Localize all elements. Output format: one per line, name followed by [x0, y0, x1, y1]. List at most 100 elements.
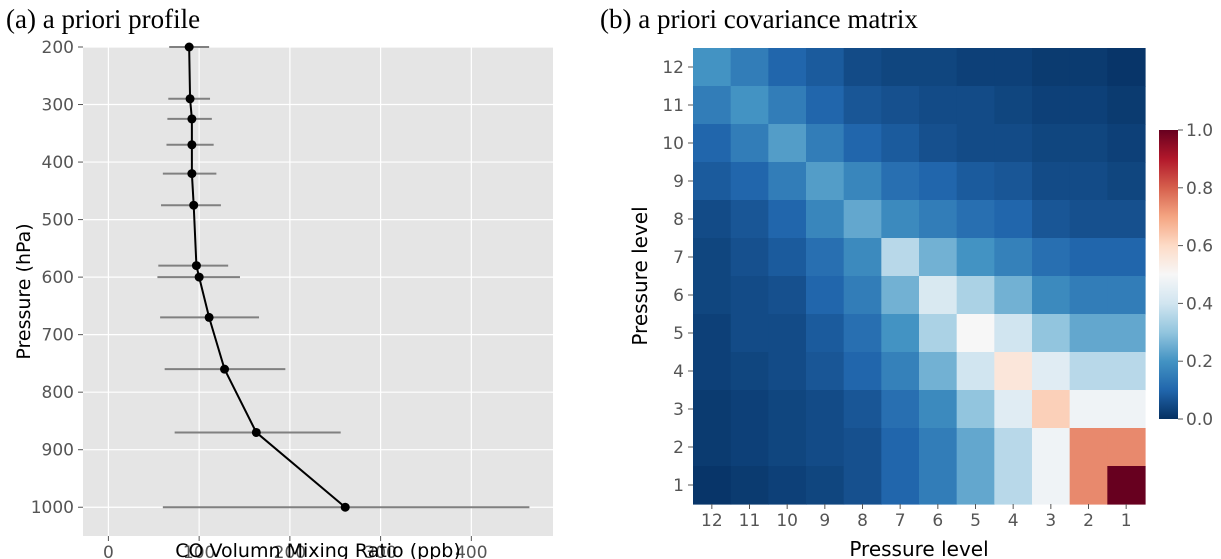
heatmap-cell [919, 276, 958, 315]
x-tick-label: 12 [701, 511, 723, 531]
x-tick-label: 0 [103, 543, 114, 559]
heatmap-cell [919, 124, 958, 163]
heatmap-cell [994, 124, 1033, 163]
heatmap-cell [843, 428, 882, 467]
heatmap-cell [730, 390, 769, 429]
heatmap-cell [693, 276, 732, 315]
x-axis-label: Pressure level [849, 537, 988, 559]
heatmap-cell [881, 238, 920, 277]
heatmap-cell [843, 162, 882, 201]
x-axis-label: CO Volumn Mixing Ratio (ppb) [175, 540, 460, 559]
heatmap-cell [994, 466, 1033, 505]
heatmap-cell [1069, 466, 1108, 505]
heatmap-cell [881, 314, 920, 353]
heatmap-cell [994, 428, 1033, 467]
heatmap-cell [693, 352, 732, 391]
heatmap-cell [1069, 238, 1108, 277]
heatmap-cell [994, 86, 1033, 125]
heatmap-cell [881, 352, 920, 391]
heatmap-cell [693, 238, 732, 277]
colorbar-tick-label: 0.8 [1186, 179, 1213, 199]
panel-a-title: (a) a priori profile [6, 4, 201, 34]
heatmap-cell [843, 200, 882, 239]
heatmap-cell [1069, 352, 1108, 391]
profile-point [187, 140, 197, 150]
heatmap-cell [1032, 200, 1071, 239]
plot-background [83, 47, 553, 536]
heatmap-cell [919, 48, 958, 87]
profile-point [251, 427, 261, 437]
y-tick-label: 3 [673, 400, 684, 420]
heatmap-cell [730, 352, 769, 391]
heatmap-cell [806, 314, 845, 353]
x-tick-label: 10 [776, 511, 798, 531]
y-tick-label: 600 [42, 268, 74, 288]
profile-point [187, 169, 197, 179]
colorbar-tick-label: 0.0 [1186, 410, 1213, 430]
heatmap-cell [956, 428, 995, 467]
heatmap-cell [881, 48, 920, 87]
heatmap-cell [1069, 428, 1108, 467]
heatmap-cell [730, 314, 769, 353]
x-tick-label: 100 [183, 543, 215, 559]
heatmap-cell [693, 48, 732, 87]
y-tick-label: 800 [42, 383, 74, 403]
heatmap-cell [1107, 428, 1146, 467]
heatmap-cell [1107, 162, 1146, 201]
y-tick-label: 1 [673, 476, 684, 496]
y-tick-label: 12 [662, 58, 684, 78]
profile-point [189, 200, 199, 210]
heatmap-cell [1069, 390, 1108, 429]
heatmap-cell [806, 390, 845, 429]
x-tick-label: 400 [455, 543, 487, 559]
heatmap-cell [693, 200, 732, 239]
colorbar-tick-label: 1.0 [1186, 121, 1213, 141]
x-tick-label: 7 [895, 511, 906, 531]
y-tick-label: 11 [662, 96, 684, 116]
heatmap-cell [1032, 352, 1071, 391]
heatmap-cell [1107, 86, 1146, 125]
heatmap-cell [806, 86, 845, 125]
heatmap-cell [881, 428, 920, 467]
heatmap-cell [881, 466, 920, 505]
heatmap-cell [919, 314, 958, 353]
heatmap-cell [806, 352, 845, 391]
y-tick-label: 2 [673, 438, 684, 458]
profile-point [194, 272, 204, 282]
heatmap-cell [881, 124, 920, 163]
heatmap-cell [919, 86, 958, 125]
heatmap-cell [1069, 276, 1108, 315]
heatmap-cell [843, 352, 882, 391]
heatmap-cell [806, 428, 845, 467]
heatmap-cell [956, 162, 995, 201]
heatmap-cell [919, 162, 958, 201]
heatmap-cell [843, 466, 882, 505]
heatmap-cell [881, 276, 920, 315]
x-tick-label: 9 [819, 511, 830, 531]
heatmap-cell [956, 390, 995, 429]
heatmap-cell [693, 428, 732, 467]
heatmap-cell [956, 276, 995, 315]
heatmap-cell [806, 466, 845, 505]
heatmap-cell [693, 390, 732, 429]
heatmap-cell [1069, 162, 1108, 201]
heatmap-cell [919, 466, 958, 505]
colorbar-tick-label: 0.6 [1186, 237, 1213, 257]
heatmap-cell [1032, 428, 1071, 467]
heatmap-cell [768, 86, 807, 125]
heatmap-cell [768, 276, 807, 315]
profile-point [187, 114, 197, 124]
x-tick-label: 4 [1008, 511, 1019, 531]
x-tick-label: 3 [1045, 511, 1056, 531]
heatmap-cell [994, 48, 1033, 87]
heatmap-cell [730, 238, 769, 277]
heatmap-cell [994, 352, 1033, 391]
x-tick-label: 1 [1121, 511, 1132, 531]
colorbar-tick-label: 0.2 [1186, 352, 1213, 372]
heatmap-cell [919, 200, 958, 239]
heatmap-cell [919, 428, 958, 467]
colorbar [1159, 130, 1178, 419]
heatmap-cell [1107, 48, 1146, 87]
profile-point [191, 261, 201, 271]
heatmap-cell [1107, 314, 1146, 353]
